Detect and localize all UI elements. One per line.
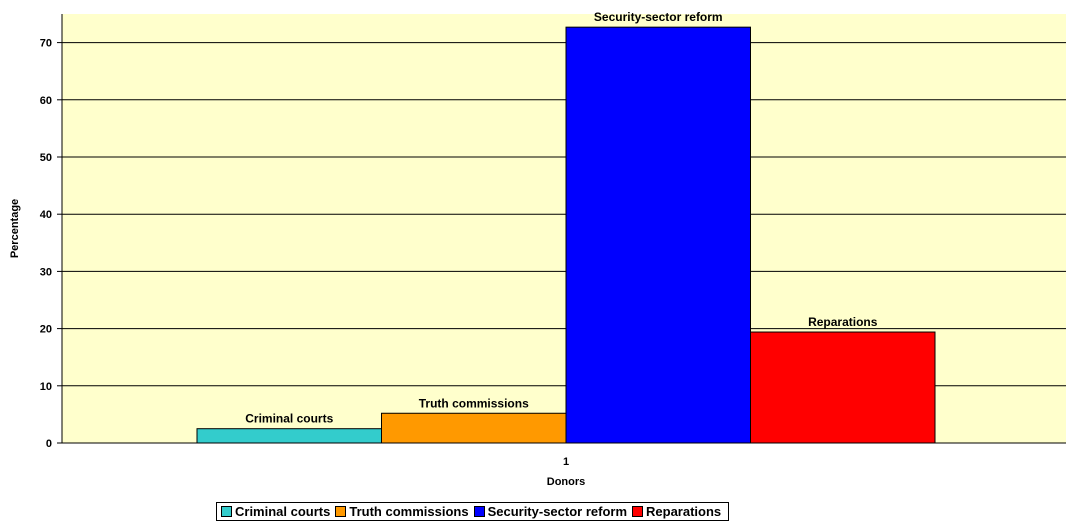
bars	[196, 26, 936, 444]
legend-swatch	[335, 506, 347, 517]
legend-item: Reparations	[632, 504, 721, 519]
y-tick-label: 50	[40, 152, 52, 164]
legend-label: Criminal courts	[235, 504, 331, 519]
gridlines	[62, 42, 1066, 387]
y-tick-label: 10	[40, 381, 52, 393]
bar	[196, 428, 382, 444]
bar-label: Criminal courts	[245, 412, 333, 426]
legend-swatch	[221, 506, 232, 517]
y-tick-label: 70	[40, 38, 52, 50]
legend-item: Criminal courts	[221, 504, 330, 519]
legend: Criminal courts Truth commissions Security…	[216, 502, 730, 521]
x-tick-label: 1	[563, 456, 569, 468]
bar-chart: 0 10 20 30 40 50 60 70 Criminal courts Truth com…	[9, 10, 1066, 488]
legend-label: Truth commissions	[349, 504, 469, 519]
bar	[750, 331, 936, 444]
bar-label: Reparations	[808, 315, 878, 329]
y-tick-label: 20	[40, 324, 52, 336]
y-axis-title: Percentage	[9, 199, 21, 258]
legend-swatch	[632, 506, 644, 517]
y-axis-ticks: 0 10 20 30 40 50 60 70	[40, 38, 62, 450]
y-tick-label: 30	[40, 266, 52, 278]
legend-item: Truth commissions	[335, 504, 469, 519]
legend-label: Security-sector reform	[487, 504, 628, 519]
bar	[565, 26, 751, 444]
y-tick-label: 0	[46, 438, 52, 450]
bar	[381, 412, 567, 444]
bar-label: Security-sector reform	[594, 10, 723, 24]
bar-label: Truth commissions	[419, 396, 529, 410]
legend-label: Reparations	[646, 504, 722, 519]
y-tick-label: 40	[40, 209, 52, 221]
x-axis-title: Donors	[547, 476, 586, 488]
legend-item: Security-sector reform	[473, 504, 628, 519]
bar-data-labels: Criminal courts Truth commissions Security…	[245, 10, 878, 426]
y-tick-label: 60	[40, 95, 52, 107]
legend-swatch	[473, 506, 485, 517]
